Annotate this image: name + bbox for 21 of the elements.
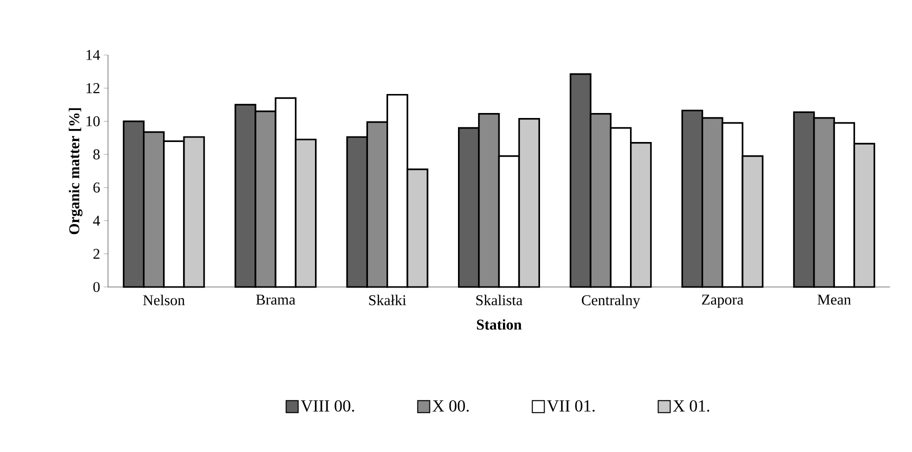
- y-tick-label: 0: [93, 282, 100, 292]
- x-tick-label: Skalista: [476, 294, 522, 306]
- y-tick-label: 6: [93, 182, 100, 193]
- y-tick-label: 4: [93, 216, 100, 226]
- legend-label: VII 01.: [547, 400, 595, 412]
- y-tick-label: 8: [93, 149, 100, 160]
- x-tick-label: Zapora: [702, 294, 744, 308]
- y-tick-label: 12: [86, 83, 100, 94]
- y-tick-label: 14: [86, 50, 100, 60]
- y-tick-label: 10: [86, 116, 100, 126]
- x-axis-title: Station: [476, 319, 522, 330]
- legend-label: X 00.: [432, 400, 469, 412]
- x-tick-label: Nelson: [143, 294, 185, 306]
- legend-label: X 01.: [673, 400, 710, 412]
- y-tick-label: 2: [93, 248, 100, 259]
- x-tick-label: Skałki: [369, 294, 406, 306]
- x-tick-label: Brama: [256, 294, 296, 305]
- legend-label: VIII 00.: [300, 400, 354, 412]
- y-axis-title: Organic matter [%]: [68, 108, 82, 234]
- x-tick-label: Centralny: [582, 294, 640, 308]
- x-tick-label: Mean: [818, 294, 851, 305]
